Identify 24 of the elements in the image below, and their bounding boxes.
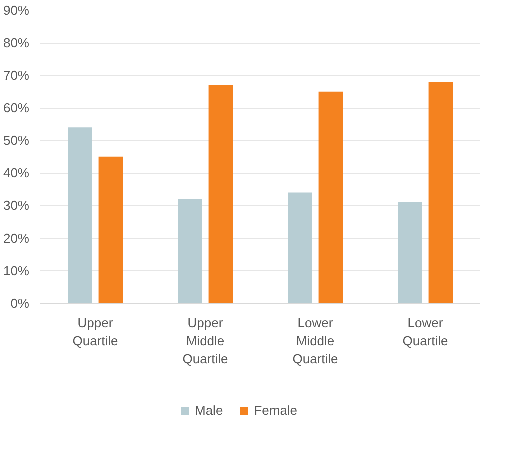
y-tick-label: 50% xyxy=(3,133,30,148)
y-tick-label: 60% xyxy=(3,100,30,116)
y-tick-label: 70% xyxy=(3,68,30,84)
x-tick-label: Lower Middle Quartile xyxy=(292,315,338,366)
legend-label: Female xyxy=(254,403,298,418)
bar xyxy=(398,202,422,304)
bar xyxy=(318,92,343,304)
y-tick-label: 90% xyxy=(3,3,30,18)
y-tick-label: 40% xyxy=(3,166,30,181)
x-tick-label: Upper Middle Quartile xyxy=(182,315,228,366)
y-tick-label: 80% xyxy=(3,36,30,51)
y-tick-label: 20% xyxy=(3,230,30,246)
y-tick-label: 10% xyxy=(3,263,30,278)
bar xyxy=(428,82,453,304)
x-tick-label: Lower Quartile xyxy=(402,315,448,348)
bar xyxy=(288,192,312,304)
y-tick-label: 30% xyxy=(3,198,30,214)
legend-label: Male xyxy=(195,403,224,418)
bar xyxy=(68,128,92,304)
y-tick-label: 0% xyxy=(10,296,30,311)
bar xyxy=(178,199,202,304)
x-tick-label: Upper Quartile xyxy=(72,315,118,348)
bar xyxy=(208,85,233,304)
bar xyxy=(98,156,123,304)
